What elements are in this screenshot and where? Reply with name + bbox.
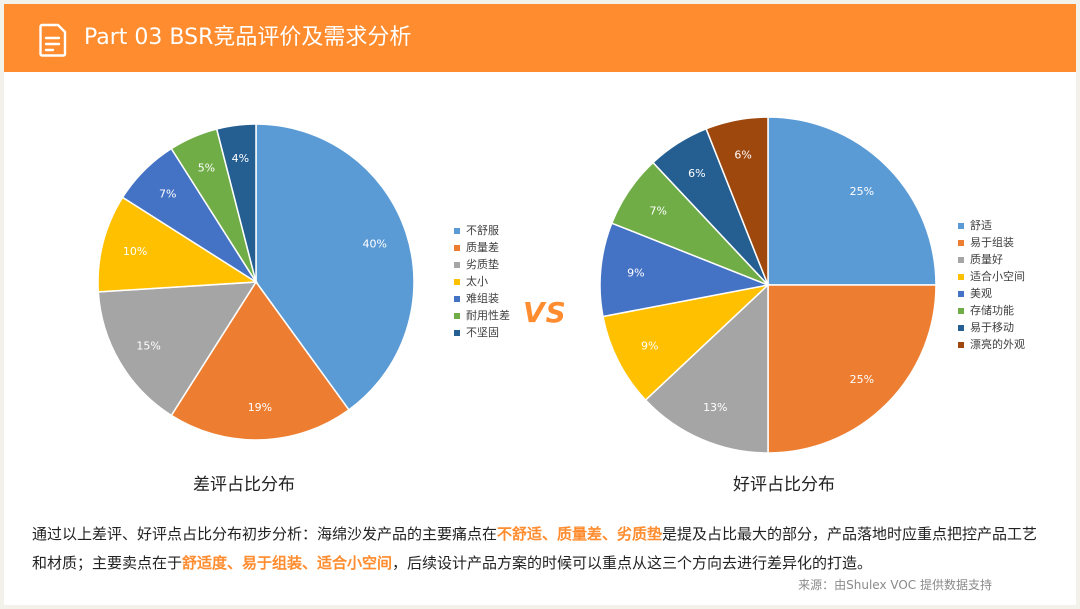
pie-label-positive-0: 25% <box>850 185 874 198</box>
pie-slice-positive-4 <box>599 222 771 318</box>
legend-item-negative-0: 不舒服 <box>454 222 510 239</box>
pie-slice-positive-0 <box>767 116 937 286</box>
legend-swatch <box>454 244 460 251</box>
legend-item-negative-6: 不坚固 <box>454 324 510 341</box>
legend-swatch <box>958 341 964 348</box>
document-icon <box>39 23 67 57</box>
legend-swatch <box>958 273 964 280</box>
pie-slice-negative-1 <box>170 280 350 441</box>
pie-slice-positive-2 <box>644 283 769 454</box>
legend-label: 太小 <box>466 275 488 288</box>
legend-item-positive-6: 易于移动 <box>958 319 1025 336</box>
pie-label-positive-6: 6% <box>688 167 705 180</box>
legend-swatch <box>454 329 460 336</box>
header-bar: Part 03 BSR竞品评价及需求分析 <box>4 4 1076 72</box>
legend-swatch <box>454 278 460 285</box>
summary-highlight-selling-points: 舒适度、易于组装、适合小空间 <box>182 554 393 572</box>
pie-label-negative-0: 40% <box>362 237 386 250</box>
legend-item-negative-5: 耐用性差 <box>454 307 510 324</box>
pie-label-negative-6: 4% <box>232 152 249 165</box>
legend-swatch <box>958 324 964 331</box>
legend-item-positive-4: 美观 <box>958 285 1025 302</box>
legend-label: 美观 <box>970 287 992 300</box>
legend-item-negative-2: 劣质垫 <box>454 256 510 273</box>
chart-title-negative: 差评占比分布 <box>193 475 295 495</box>
legend-label: 不坚固 <box>466 326 499 339</box>
pie-slice-negative-0 <box>255 123 415 411</box>
legend-label: 漂亮的外观 <box>970 338 1025 351</box>
pie-label-positive-7: 6% <box>734 149 751 162</box>
legend-swatch <box>958 290 964 297</box>
chart-title-positive: 好评占比分布 <box>733 475 835 495</box>
legend-label: 易于组装 <box>970 236 1014 249</box>
pie-label-negative-1: 19% <box>248 401 272 414</box>
legend-positive: 舒适易于组装质量好适合小空间美观存储功能易于移动漂亮的外观 <box>958 217 1025 353</box>
legend-label: 耐用性差 <box>466 309 510 322</box>
summary-part-1: 通过以上差评、好评点占比分布初步分析：海绵沙发产品的主要痛点在 <box>32 525 498 543</box>
pie-label-negative-3: 10% <box>123 245 147 258</box>
pie-label-negative-2: 15% <box>136 340 160 353</box>
legend-label: 适合小空间 <box>970 270 1025 283</box>
legend-item-positive-0: 舒适 <box>958 217 1025 234</box>
pie-slice-positive-7 <box>705 116 769 286</box>
legend-item-negative-1: 质量差 <box>454 239 510 256</box>
legend-negative: 不舒服质量差劣质垫太小难组装耐用性差不坚固 <box>454 222 510 341</box>
legend-label: 难组装 <box>466 292 499 305</box>
pie-slice-negative-2 <box>97 281 258 417</box>
legend-item-positive-7: 漂亮的外观 <box>958 336 1025 353</box>
pie-label-positive-1: 25% <box>850 373 874 386</box>
pie-label-positive-2: 13% <box>703 401 727 414</box>
legend-item-negative-4: 难组装 <box>454 290 510 307</box>
legend-swatch <box>454 261 460 268</box>
legend-label: 质量差 <box>466 241 499 254</box>
pie-label-negative-4: 7% <box>159 188 176 201</box>
legend-swatch <box>958 239 964 246</box>
summary-part-2: 是提及占比最大的部分，产品落地时应重点把控产品工艺和材质；主要卖点在于 <box>32 525 1038 572</box>
summary-text: 通过以上差评、好评点占比分布初步分析：海绵沙发产品的主要痛点在不舒适、质量差、劣… <box>32 520 1052 578</box>
summary-highlight-pain-points: 不舒适、质量差、劣质垫 <box>497 525 663 543</box>
legend-swatch <box>958 222 964 229</box>
pie-label-positive-5: 7% <box>650 204 667 217</box>
vs-label: VS <box>523 296 567 329</box>
pie-slice-positive-1 <box>767 284 937 454</box>
legend-label: 质量好 <box>970 253 1003 266</box>
legend-swatch <box>454 227 460 234</box>
pie-label-negative-5: 5% <box>198 161 215 174</box>
pie-label-positive-4: 9% <box>627 267 644 280</box>
page-title: Part 03 BSR竞品评价及需求分析 <box>84 25 412 50</box>
legend-swatch <box>958 307 964 314</box>
legend-item-positive-2: 质量好 <box>958 251 1025 268</box>
legend-item-negative-3: 太小 <box>454 273 510 290</box>
legend-swatch <box>958 256 964 263</box>
pie-slice-negative-6 <box>215 123 257 283</box>
legend-label: 舒适 <box>970 219 992 232</box>
legend-swatch <box>454 312 460 319</box>
legend-item-positive-1: 易于组装 <box>958 234 1025 251</box>
legend-item-positive-5: 存储功能 <box>958 302 1025 319</box>
source-note: 来源：由Shulex VOC 提供数据支持 <box>798 578 992 592</box>
pie-slice-positive-3 <box>602 283 771 402</box>
legend-label: 劣质垫 <box>466 258 499 271</box>
summary-part-3: ，后续设计产品方案的时候可以重点从这三个方向去进行差异化的打造。 <box>392 554 873 572</box>
legend-label: 存储功能 <box>970 304 1014 317</box>
legend-label: 不舒服 <box>466 224 499 237</box>
pie-label-positive-3: 9% <box>641 339 658 352</box>
pie-slice-negative-3 <box>97 196 259 293</box>
legend-swatch <box>454 295 460 302</box>
legend-item-positive-3: 适合小空间 <box>958 268 1025 285</box>
legend-label: 易于移动 <box>970 321 1014 334</box>
